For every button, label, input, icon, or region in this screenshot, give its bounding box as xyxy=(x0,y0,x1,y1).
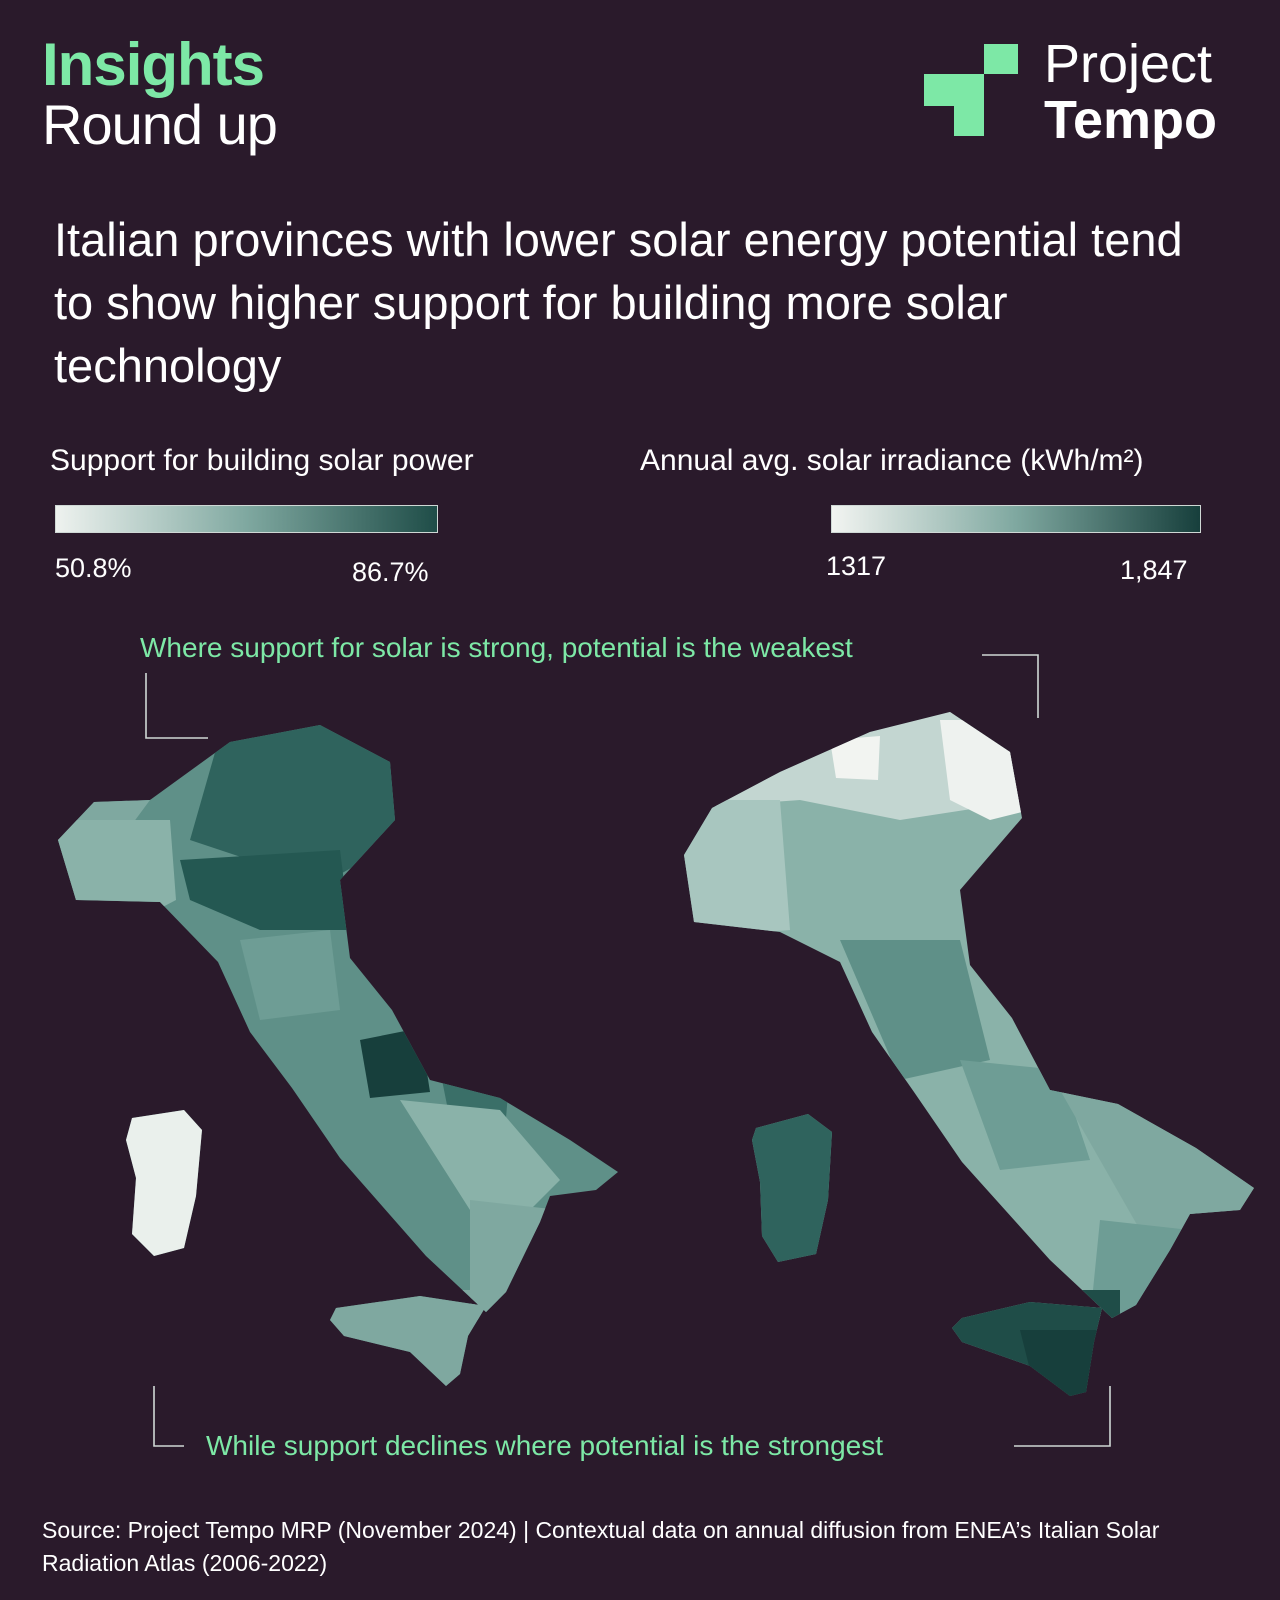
annotation-connectors xyxy=(145,654,1111,1447)
legend-irradiance-max: 1,847 xyxy=(1120,555,1188,585)
legend-irradiance-title: Annual avg. solar irradiance (kWh/m²) xyxy=(640,444,1144,477)
map-irradiance-italy xyxy=(684,712,1254,1396)
legend-support-gradient xyxy=(55,505,438,533)
source-note: Source: Project Tempo MRP (November 2024… xyxy=(42,1517,1160,1576)
legend-support-min: 50.8% xyxy=(55,553,132,583)
annotation-bottom: While support declines where potential i… xyxy=(206,1430,884,1461)
brand-round-up: Round up xyxy=(42,93,278,156)
headline: Italian provinces with lower solar energ… xyxy=(54,213,1183,392)
logo-line-2: Tempo xyxy=(1044,90,1217,150)
brand-insights: Insights xyxy=(42,31,265,98)
legend-irradiance-min: 1317 xyxy=(826,551,887,581)
logo-line-1: Project xyxy=(1044,34,1213,94)
legend-irradiance-gradient xyxy=(831,505,1201,533)
project-tempo-logo-icon xyxy=(924,44,1018,136)
annotation-top: Where support for solar is strong, poten… xyxy=(140,632,853,663)
legend-support-max: 86.7% xyxy=(352,557,429,587)
project-tempo-logo-text: Project Tempo xyxy=(1044,36,1217,148)
legend-support-title: Support for building solar power xyxy=(50,444,474,477)
map-support-italy xyxy=(58,725,618,1386)
